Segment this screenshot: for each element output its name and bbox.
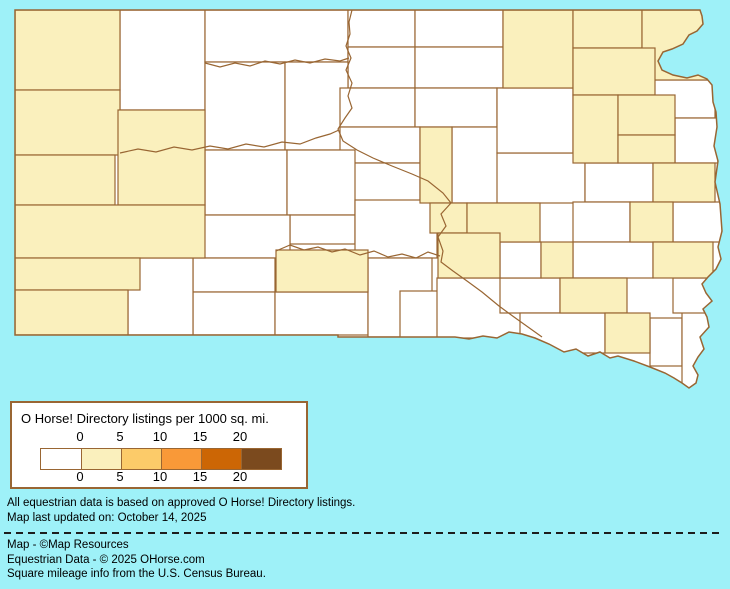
county-buffalo bbox=[429, 202, 468, 234]
county-lyman bbox=[354, 199, 438, 259]
footnote-data-source: All equestrian data is based on approved… bbox=[7, 497, 356, 509]
legend-tick-label: 0 bbox=[76, 469, 84, 484]
county-codington bbox=[617, 94, 676, 136]
county-lincoln bbox=[672, 277, 722, 314]
legend-tick-label: 15 bbox=[192, 469, 208, 484]
legend-tick-label: 5 bbox=[116, 429, 124, 444]
county-lake bbox=[629, 201, 674, 243]
dashed-separator bbox=[4, 532, 723, 534]
county-washabaugh bbox=[192, 257, 276, 293]
footnote-last-updated: Map last updated on: October 14, 2025 bbox=[7, 512, 207, 524]
county-faulk bbox=[414, 87, 498, 128]
legend-tick-label: 0 bbox=[76, 429, 84, 444]
legend-swatch bbox=[161, 449, 201, 469]
county-corson bbox=[204, 10, 349, 63]
county-jackson bbox=[192, 214, 291, 259]
legend-swatch bbox=[241, 449, 281, 469]
county-brule bbox=[437, 232, 501, 279]
county-fall-river bbox=[15, 289, 129, 336]
river-border bbox=[337, 10, 543, 338]
county-meade bbox=[117, 109, 206, 206]
state-outline bbox=[14, 9, 723, 389]
legend-tick-label: 5 bbox=[116, 469, 124, 484]
legend-swatch bbox=[121, 449, 161, 469]
river-border bbox=[204, 57, 350, 68]
county-ziebach bbox=[204, 61, 286, 151]
legend-title: O Horse! Directory listings per 1000 sq.… bbox=[21, 411, 269, 426]
legend-tick-label: 10 bbox=[152, 469, 168, 484]
legend-box: O Horse! Directory listings per 1000 sq.… bbox=[10, 401, 308, 489]
legend-ticks-bottom: 0 5 10 15 20 bbox=[12, 469, 306, 485]
county-kingsbury bbox=[584, 162, 654, 203]
county-pennington bbox=[15, 204, 206, 259]
county-marshall bbox=[572, 10, 643, 49]
legend-tick-label: 20 bbox=[232, 429, 248, 444]
credit-census-bureau: Square mileage info from the U.S. Census… bbox=[7, 568, 266, 580]
south-dakota-county-map bbox=[14, 9, 723, 389]
legend-tick-label: 15 bbox=[192, 429, 208, 444]
county-todd bbox=[274, 291, 369, 336]
credit-map-resources: Map - ©Map Resources bbox=[7, 539, 129, 551]
county-miner bbox=[572, 201, 631, 243]
county-mellette bbox=[275, 249, 369, 293]
county-spink bbox=[496, 87, 574, 154]
county-haakon bbox=[204, 149, 288, 216]
county-douglas bbox=[499, 277, 561, 314]
legend-color-scale bbox=[40, 448, 282, 470]
county-hutchinson bbox=[559, 277, 628, 314]
county-hamlin bbox=[617, 134, 676, 164]
county-walworth bbox=[347, 46, 416, 89]
county-butte bbox=[15, 89, 121, 156]
county-brookings bbox=[652, 162, 716, 203]
county-bennett bbox=[192, 291, 276, 336]
county-hyde bbox=[419, 126, 453, 204]
county-mcpherson bbox=[414, 10, 504, 48]
county-jones bbox=[289, 214, 356, 245]
legend-swatch bbox=[81, 449, 121, 469]
county-edmunds bbox=[414, 46, 504, 89]
county-dewey bbox=[284, 61, 349, 151]
county-perkins bbox=[119, 10, 206, 111]
credit-equestrian-data: Equestrian Data - © 2025 OHorse.com bbox=[7, 554, 205, 566]
legend-tick-label: 10 bbox=[152, 429, 168, 444]
county-mccook bbox=[652, 241, 714, 279]
county-aurora bbox=[499, 241, 542, 279]
county-hanson bbox=[572, 241, 654, 279]
county-moody bbox=[672, 201, 722, 243]
county-deuel bbox=[674, 117, 719, 164]
county-harding bbox=[15, 10, 121, 91]
county-beadle bbox=[496, 152, 586, 204]
legend-swatch bbox=[201, 449, 241, 469]
county-stanley bbox=[286, 149, 356, 216]
county-clark bbox=[572, 94, 619, 164]
county-bon-homme bbox=[519, 312, 606, 354]
county-clay bbox=[649, 317, 683, 367]
county-custer bbox=[15, 257, 141, 291]
river-border bbox=[119, 129, 340, 154]
county-yankton bbox=[604, 312, 651, 354]
county-brown bbox=[502, 10, 574, 89]
county-sanborn bbox=[540, 241, 574, 279]
river-border bbox=[275, 244, 441, 259]
legend-ticks-top: 0 5 10 15 20 bbox=[12, 429, 306, 445]
county-lawrence bbox=[15, 154, 116, 206]
legend-swatch bbox=[41, 449, 81, 469]
legend-tick-label: 20 bbox=[232, 469, 248, 484]
county-day bbox=[572, 47, 656, 96]
county-campbell bbox=[347, 10, 416, 48]
